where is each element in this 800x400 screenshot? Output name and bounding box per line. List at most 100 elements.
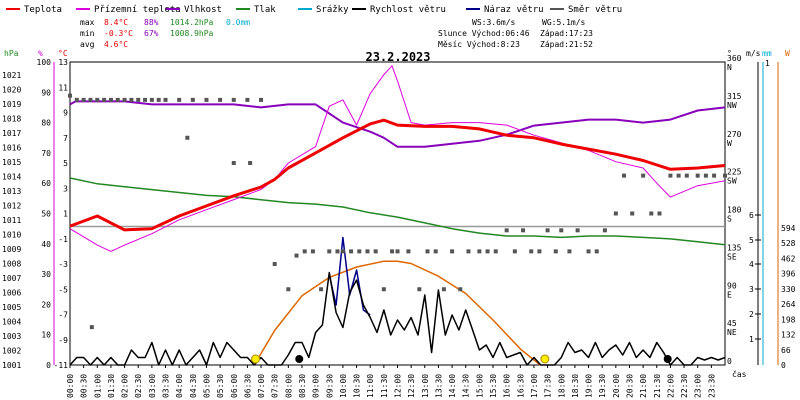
x-tick-label: 19:30 — [598, 374, 607, 398]
wind-direction-point — [365, 249, 370, 254]
stat-min-temp: -0.3°C — [104, 29, 133, 38]
stat-max-label: max — [80, 18, 95, 27]
wind-direction-point — [218, 97, 223, 102]
wind-speed-line — [69, 271, 726, 366]
w-tick-label: 198 — [781, 315, 796, 324]
wind-direction-point — [74, 97, 79, 102]
stat-sun-set: Západ:17:23 — [540, 29, 593, 38]
x-tick-label: 03:30 — [162, 374, 171, 398]
wind-direction-point — [373, 249, 378, 254]
wind-direction-point — [586, 249, 591, 254]
hpa-tick-label: 1009 — [2, 245, 21, 254]
hpa-tick-label: 1013 — [2, 187, 21, 196]
pct-tick-label: 90 — [41, 88, 51, 97]
x-tick-label: 12:00 — [394, 374, 403, 398]
x-tick-label: 20:00 — [612, 374, 621, 398]
wind-direction-point — [136, 97, 141, 102]
ms-tick-label: 5 — [749, 236, 754, 245]
wind-direction-point — [272, 262, 277, 266]
wind-direction-point — [485, 249, 490, 254]
wind-direction-point — [156, 97, 161, 102]
wind-direction-point — [108, 97, 113, 102]
hpa-tick-label: 1014 — [2, 173, 21, 182]
wind-direction-point — [88, 97, 93, 102]
hpa-tick-label: 1016 — [2, 144, 21, 153]
hpa-tick-label: 1006 — [2, 289, 21, 298]
hpa-tick-label: 1011 — [2, 216, 21, 225]
x-tick-label: 10:00 — [339, 374, 348, 398]
stat-max-press: 1014.2hPa — [170, 18, 214, 27]
x-tick-label: 07:00 — [257, 374, 266, 398]
x-tick-label: 06:30 — [243, 374, 252, 398]
hpa-tick-label: 1003 — [2, 332, 21, 341]
wind-direction-point — [545, 228, 550, 233]
temp-tick-label: 11 — [58, 83, 68, 92]
hpa-tick-label: 1020 — [2, 86, 21, 95]
legend-label: Rychlost větru — [370, 5, 446, 15]
x-tick-label: 16:00 — [503, 374, 512, 398]
w-tick-label: 264 — [781, 300, 796, 309]
wind-direction-point — [537, 249, 542, 254]
stat-avg-label: avg — [80, 40, 95, 49]
wind-direction-point — [310, 249, 315, 254]
wind-direction-point — [450, 249, 455, 254]
dir-tick-deg: 0 — [727, 357, 732, 366]
pct-tick-label: 20 — [41, 300, 51, 309]
x-tick-label: 18:00 — [557, 374, 566, 398]
x-tick-label: 05:00 — [202, 374, 211, 398]
hpa-tick-label: 1004 — [2, 318, 21, 327]
stat-moon-set: Západ:21:52 — [540, 40, 593, 49]
hpa-tick-label: 1012 — [2, 202, 21, 211]
x-tick-label: 08:00 — [284, 374, 293, 398]
hpa-tick-label: 1018 — [2, 115, 21, 124]
temp-tick-label: 5 — [63, 159, 68, 168]
unit-ms: m/s — [746, 49, 761, 58]
unit-dir: ° — [727, 49, 732, 58]
stat-min-press: 1008.9hPa — [170, 29, 214, 38]
wind-direction-point — [122, 97, 127, 102]
stat-max-temp: 8.4°C — [104, 18, 128, 27]
x-tick-label: 00:30 — [80, 374, 89, 398]
wind-direction-point — [149, 97, 154, 102]
wind-direction-point — [286, 287, 291, 292]
wind-direction-point — [248, 161, 253, 165]
humidity-line — [69, 100, 726, 148]
hpa-tick-label: 1021 — [2, 71, 21, 80]
dir-tick-deg: 360 — [727, 54, 742, 63]
unit-hpa: hPa — [4, 49, 19, 58]
legend-label: Teplota — [24, 5, 62, 15]
dir-tick-label: SW — [727, 177, 737, 186]
x-tick-label: 14:30 — [462, 374, 471, 398]
temperature-line — [69, 118, 726, 232]
wind-direction-point — [245, 97, 250, 102]
wind-direction-point — [177, 97, 182, 102]
wind-direction-point — [417, 287, 422, 292]
wind-direction-point — [143, 97, 148, 102]
wind-direction-point — [649, 211, 654, 216]
wind-direction-point — [340, 249, 345, 254]
x-tick-label: 09:30 — [325, 374, 334, 398]
unit-temp: °C — [58, 49, 68, 58]
wind-direction-point — [327, 249, 332, 254]
solar-radiation-line — [253, 260, 541, 366]
legend-label: Srážky — [316, 5, 349, 15]
wind-direction-point — [406, 249, 411, 254]
dir-tick-deg: 225 — [727, 168, 742, 177]
dir-tick-label: NW — [727, 101, 737, 110]
unit-w: W — [785, 49, 790, 58]
x-tick-label: 18:30 — [571, 374, 580, 398]
dir-tick-deg: 180 — [727, 206, 742, 215]
wind-direction-point — [433, 249, 438, 254]
dir-tick-deg: 45 — [727, 319, 737, 328]
hpa-tick-label: 1007 — [2, 274, 21, 283]
ms-tick-label: 4 — [749, 260, 754, 269]
dir-tick-deg: 270 — [727, 130, 742, 139]
wind-direction-point — [668, 173, 673, 178]
x-tick-label: 06:00 — [230, 374, 239, 398]
pct-tick-label: 0 — [46, 361, 51, 370]
wind-direction-point — [630, 211, 635, 216]
hpa-tick-label: 1017 — [2, 129, 21, 138]
wind-direction-point — [349, 249, 354, 254]
x-tick-label: 21:00 — [639, 374, 648, 398]
sun-marker — [251, 354, 261, 364]
